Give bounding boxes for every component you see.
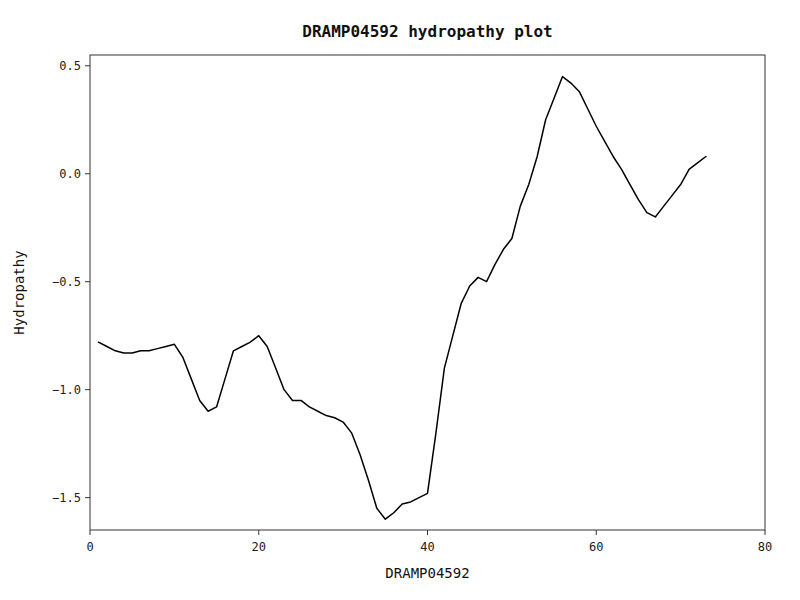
plot-area: [98, 77, 706, 520]
y-tick: [85, 281, 90, 282]
plot-frame: [90, 55, 765, 530]
x-axis-label: DRAMP04592: [385, 565, 469, 581]
x-tick-label: 60: [589, 540, 603, 554]
chart-container: 0 20 40 60 80 −1.5 −1.0 −0.5 0.0 0.5 DRAMP04592 hy…: [0, 0, 800, 600]
x-tick: [258, 530, 259, 535]
y-tick: [85, 65, 90, 66]
y-tick-label: −1.5: [52, 491, 81, 505]
y-tick-label: −1.0: [52, 383, 81, 397]
y-tick-label: 0.0: [59, 167, 81, 181]
x-tick-label: 40: [420, 540, 434, 554]
data-line: [98, 77, 706, 520]
x-tick: [90, 530, 91, 535]
x-tick-label: 80: [758, 540, 772, 554]
x-tick: [765, 530, 766, 535]
y-tick-label: 0.5: [59, 59, 81, 73]
y-tick-label: −0.5: [52, 275, 81, 289]
axes: 0 20 40 60 80 −1.5 −1.0 −0.5 0.0 0.5: [52, 55, 772, 554]
chart-title: DRAMP04592 hydropathy plot: [302, 22, 552, 41]
x-tick-label: 20: [252, 540, 266, 554]
x-tick: [596, 530, 597, 535]
x-tick-label: 0: [86, 540, 93, 554]
chart: 0 20 40 60 80 −1.5 −1.0 −0.5 0.0 0.5 DRAMP04592 hy…: [0, 0, 800, 600]
y-tick: [85, 173, 90, 174]
x-tick: [427, 530, 428, 535]
y-axis-label: Hydropathy: [11, 250, 27, 334]
y-tick: [85, 497, 90, 498]
y-tick: [85, 389, 90, 390]
